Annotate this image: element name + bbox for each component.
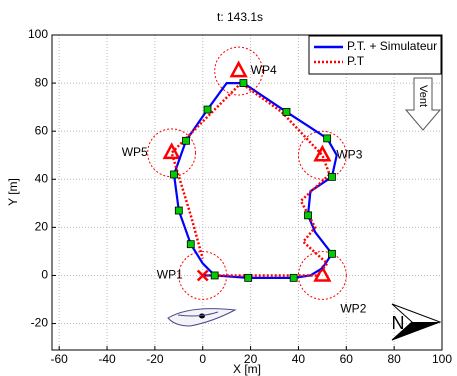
wind-label: Vent	[417, 85, 429, 107]
track-point	[328, 249, 336, 258]
wind-arrow: Vent	[404, 77, 442, 131]
track-point	[203, 105, 212, 114]
y-tick-label: 0	[41, 268, 48, 282]
waypoint-marker	[196, 269, 209, 282]
track-point	[174, 206, 183, 215]
waypoint-marker	[313, 144, 332, 162]
track-point	[182, 136, 190, 145]
y-axis-label: Y [m]	[6, 178, 20, 206]
chart-title: t: 143.1s	[217, 10, 263, 24]
track-point	[239, 79, 248, 87]
track-point	[210, 271, 219, 280]
waypoint-zone	[297, 130, 347, 180]
y-tick-label: 60	[35, 123, 49, 137]
boat-icon	[167, 308, 237, 327]
waypoint-label: WP3	[336, 147, 362, 161]
track-point	[170, 170, 178, 179]
waypoint-marker	[162, 142, 181, 160]
north-arrow: N	[392, 303, 442, 341]
x-axis-label: X [m]	[233, 362, 261, 376]
x-tick-label: -40	[98, 352, 116, 366]
y-tick-label: 80	[35, 75, 49, 89]
x-tick-label: 80	[387, 352, 401, 366]
y-tick-label: -20	[31, 316, 49, 330]
x-tick-label: 0	[199, 352, 206, 366]
waypoint-marker	[229, 60, 248, 78]
legend-box	[308, 35, 442, 75]
y-tick-label: 100	[28, 27, 48, 41]
x-tick-label: 40	[292, 352, 306, 366]
waypoint-label: WP4	[251, 63, 277, 77]
waypoint-zone	[214, 46, 264, 96]
x-tick-label: 60	[340, 352, 354, 366]
series-line	[172, 81, 338, 279]
waypoint-label: WP5	[122, 145, 148, 159]
track-point	[323, 134, 332, 143]
track-point	[186, 240, 195, 249]
x-tick-label: 100	[432, 352, 452, 366]
y-tick-label: 20	[35, 220, 49, 234]
y-tick-label: 40	[35, 171, 49, 185]
plot-frame	[51, 34, 443, 351]
legend-label: P.T. + Simulateur	[347, 39, 437, 53]
track-point	[282, 108, 291, 116]
waypoint-label: WP1	[157, 268, 183, 282]
x-tick-label: 20	[244, 352, 258, 366]
north-label: N	[392, 313, 405, 333]
x-tick-label: -60	[51, 352, 69, 366]
waypoint-label: WP2	[340, 302, 366, 316]
track-point	[328, 172, 336, 181]
track-point	[244, 273, 253, 282]
waypoint-zone	[297, 251, 347, 300]
track-point	[304, 211, 312, 220]
legend-label: P.T	[347, 54, 365, 68]
track-point	[289, 273, 298, 282]
x-tick-label: -20	[146, 352, 164, 366]
